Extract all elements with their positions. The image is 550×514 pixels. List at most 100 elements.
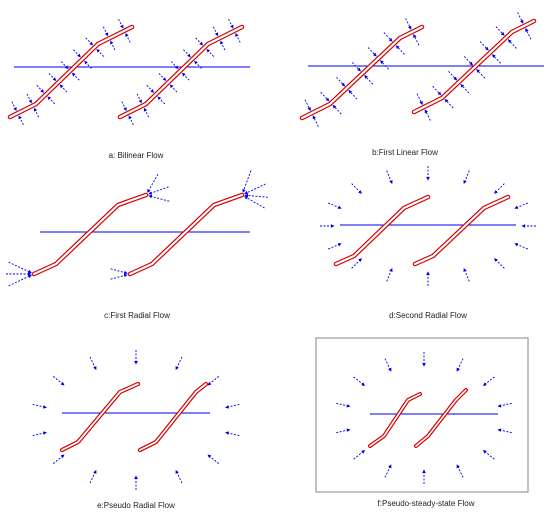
caption-b: b:First Linear Flow <box>372 148 438 157</box>
fracture-fill <box>118 25 244 119</box>
flow-arrow <box>125 32 131 43</box>
flow-arrow <box>110 273 128 280</box>
flow-arrow <box>494 183 505 194</box>
flow-arrow <box>89 469 97 484</box>
reservoir-boundary <box>315 337 529 493</box>
flow-arrow <box>148 186 169 195</box>
flow-arrow <box>157 96 166 105</box>
flow-arrow <box>456 358 464 372</box>
flow-arrow <box>32 431 47 437</box>
flow-arrow <box>351 62 361 72</box>
flow-arrow <box>495 26 505 36</box>
flow-arrow <box>492 54 501 64</box>
fracture-outline <box>31 192 149 277</box>
flow-arrow <box>328 243 342 250</box>
flow-arrow <box>136 93 142 104</box>
flow-arrow <box>463 56 473 66</box>
flow-arrow <box>18 115 24 126</box>
flow-arrow <box>424 109 431 121</box>
flow-arrow <box>413 34 420 46</box>
fracture-fill <box>415 389 467 447</box>
flow-arrow <box>175 356 183 371</box>
flow-arrow <box>353 450 366 460</box>
flow-arrow <box>432 85 442 96</box>
flow-arrow <box>33 107 40 118</box>
flow-arrow <box>228 18 234 29</box>
flow-arrow <box>416 93 423 105</box>
panel-f-pseudo-steady-state-flow <box>315 337 529 493</box>
flow-arrow <box>336 76 346 87</box>
caption-f: f:Pseudo-steady-state Flow <box>378 499 475 508</box>
panel-c-first-radial-flow <box>6 170 268 287</box>
flow-arrow <box>207 376 220 386</box>
flow-arrow <box>482 376 495 386</box>
flow-arrow <box>59 84 68 93</box>
flow-arrow <box>514 202 528 209</box>
fracture-fill <box>412 19 536 114</box>
flow-arrow <box>118 18 124 29</box>
flow-arrow <box>304 99 311 111</box>
flow-arrow <box>351 183 362 194</box>
flow-arrow <box>384 358 392 372</box>
flow-arrow <box>336 428 351 434</box>
flow-arrow <box>84 60 92 69</box>
fracture-fill <box>8 25 134 119</box>
panel-d-second-radial-flow <box>320 166 536 286</box>
flow-arrow <box>507 39 517 49</box>
flow-arrow <box>47 96 56 105</box>
flow-arrow <box>225 403 240 409</box>
fracture-fill <box>139 383 207 451</box>
flow-arrow <box>482 450 495 460</box>
flow-arrow <box>386 267 393 282</box>
flow-arrow <box>463 170 470 185</box>
flow-arrow <box>110 268 128 275</box>
flow-arrow <box>11 101 17 112</box>
flow-arrow <box>448 70 458 81</box>
flow-arrow <box>175 469 183 484</box>
flow-arrow <box>242 170 252 193</box>
flow-arrow <box>52 376 65 386</box>
flow-arrow <box>194 60 202 69</box>
flow-arrow <box>383 32 393 42</box>
flow-arrow <box>235 32 241 43</box>
flow-arrow <box>207 454 220 464</box>
flow-arrow <box>460 83 470 94</box>
flow-arrow <box>517 12 524 24</box>
flow-arrow <box>525 28 532 40</box>
flow-arrow <box>32 403 47 409</box>
flow-arrow <box>514 243 528 250</box>
flow-arrow <box>353 376 366 386</box>
panel-e-pseudo-radial-flow <box>32 350 240 490</box>
flow-arrow <box>52 454 65 464</box>
flow-arrow <box>380 60 389 70</box>
flow-arrow <box>463 267 470 282</box>
fracture-fill <box>32 193 148 276</box>
flow-arrow <box>386 170 393 185</box>
flow-arrow <box>212 26 219 37</box>
flow-arrow <box>181 72 190 81</box>
flow-arrow <box>244 193 268 198</box>
flow-arrow <box>96 48 105 57</box>
flow-arrow <box>128 115 134 126</box>
flow-arrow <box>73 49 81 58</box>
fracture-outline <box>117 24 245 120</box>
flow-arrow <box>148 194 170 202</box>
flow-arrow <box>26 93 32 104</box>
flow-arrow <box>367 47 377 57</box>
flow-arrow <box>456 464 464 478</box>
flow-arrow <box>494 258 505 269</box>
flow-arrow <box>336 402 351 408</box>
flow-arrow <box>110 40 116 51</box>
flow-arrow <box>71 72 80 81</box>
flow-arrow <box>384 464 392 478</box>
fracture-fill <box>369 393 421 447</box>
flow-arrow <box>364 75 374 85</box>
flow-arrow <box>320 91 330 102</box>
flow-arrow <box>8 274 32 287</box>
flow-arrow <box>48 73 57 82</box>
flow-arrow <box>328 202 342 209</box>
flow-arrow <box>244 196 265 209</box>
fracture-fill <box>300 25 424 120</box>
flow-arrow <box>348 89 358 100</box>
